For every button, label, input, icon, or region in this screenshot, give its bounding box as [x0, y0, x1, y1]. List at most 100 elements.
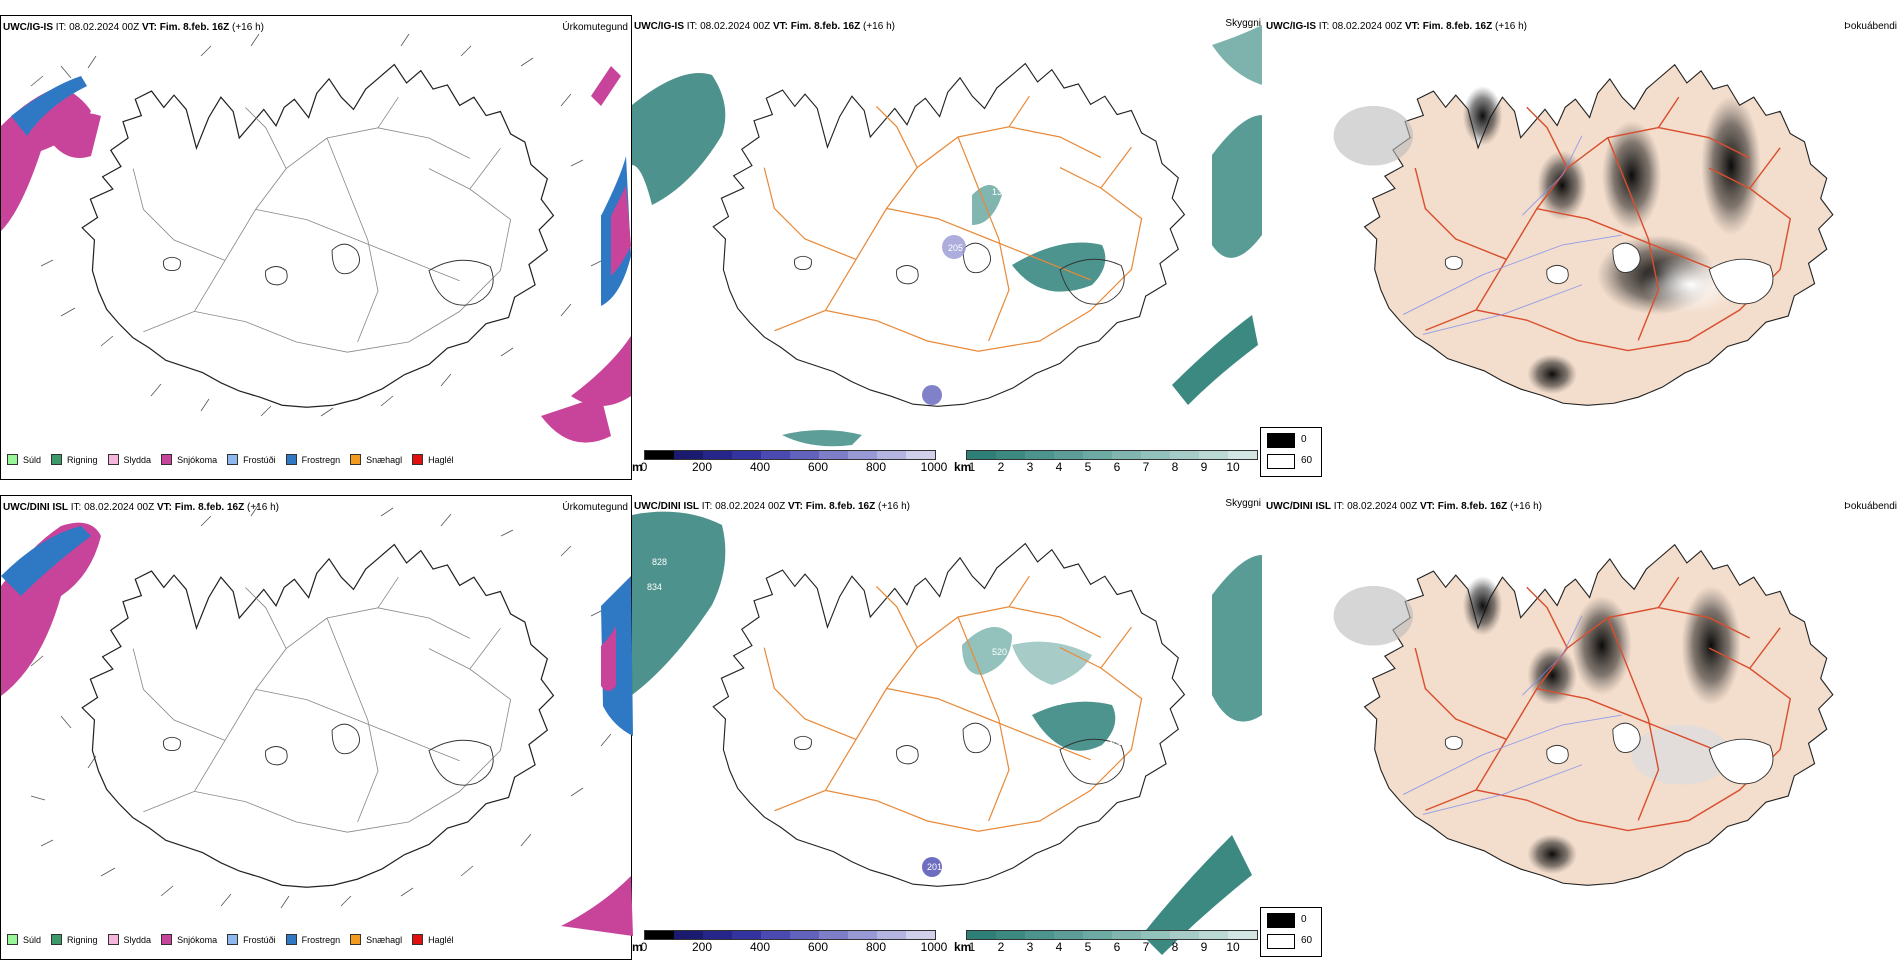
panel-parameter-title: Þokuábendi [1844, 501, 1897, 512]
colorbar-segment [1083, 931, 1112, 939]
colorbar-segment [1054, 451, 1083, 459]
colorbar-tick-label: 8 [1171, 460, 1179, 474]
precip-legend-swatch [350, 454, 362, 465]
ceiling-label: 828 [652, 557, 667, 567]
colorbar-segment [877, 931, 906, 939]
visibility-panel-bottom: 828 834 200 520 201 360 302 201 UWC/DINI… [632, 495, 1322, 960]
colorbar-tick-label: 6 [1113, 940, 1121, 954]
colorbar-tick-label: 200 [691, 460, 713, 474]
colorbar-segment [1228, 931, 1257, 939]
precip-legend-label: Súld [23, 934, 42, 945]
colorbar-segment [1199, 451, 1228, 459]
colorbar-tick-label: 7 [1142, 940, 1150, 954]
precip-legend-swatch [227, 454, 239, 465]
panel-parameter-title: Úrkomutegund [562, 22, 628, 33]
panel-parameter-title: Þokuábendi [1844, 21, 1897, 32]
colorbar-segment [906, 451, 935, 459]
colorbar-tick-label: 7 [1142, 460, 1150, 474]
colorbar-tick-label: 3 [1026, 460, 1034, 474]
precip-legend-label: Rigning [67, 454, 98, 465]
precip-legend-label: Snjókoma [177, 454, 218, 465]
cloud-ceiling-colorbar: m 0 200 400 600 800 1000 [632, 450, 947, 474]
precip-legend-swatch [51, 454, 63, 465]
precip-legend-item: Súld [7, 934, 41, 945]
precip-legend-item: Frostúði [227, 454, 276, 465]
fog-legend-swatch-0 [1267, 433, 1295, 448]
precip-map-top [1, 33, 631, 443]
panel-header: UWC/IG-IS IT: 08.02.2024 00Z VT: Fim. 8.… [634, 21, 895, 32]
colorbar-tick-label: 1 [968, 460, 976, 474]
fog-panel-bottom: UWC/DINI ISL IT: 08.02.2024 00Z VT: Fim.… [1264, 495, 1900, 960]
precip-legend-label: Frostregn [301, 934, 341, 945]
precip-legend-label: Súld [23, 454, 42, 465]
precip-legend-label: Snæhagl [366, 934, 403, 945]
colorbar-segment [1025, 451, 1054, 459]
colorbar-tick-label: 9 [1200, 460, 1208, 474]
colorbar-strip [966, 930, 1258, 940]
fog-panel-top: UWC/IG-IS IT: 08.02.2024 00Z VT: Fim. 8.… [1264, 15, 1900, 480]
precip-legend-label: Frostregn [301, 454, 341, 465]
precip-legend-swatch [412, 934, 424, 945]
precip-type-legend: Súld Rigning Slydda Snjókoma Frostúði Frostre… [7, 454, 454, 465]
ceiling-label: 205 [948, 243, 963, 253]
colorbar-tick-label: 600 [807, 940, 829, 954]
ceiling-label: 130 [992, 187, 1007, 197]
precip-legend-label: Slydda [123, 934, 152, 945]
visibility-panel-top: 430 130 205 UWC/IG-IS IT: 08.02.2024 00Z… [632, 15, 1322, 480]
precip-legend-item: Rigning [51, 934, 98, 945]
panel-header: UWC/IG-IS IT: 08.02.2024 00Z VT: Fim. 8.… [1266, 21, 1527, 32]
colorbar-segment [645, 451, 674, 459]
colorbar-segment [877, 451, 906, 459]
precip-legend-item: Rigning [51, 454, 98, 465]
precip-legend-item: Slydda [107, 934, 152, 945]
colorbar-segment [790, 931, 819, 939]
colorbar-tick-label: 9 [1200, 940, 1208, 954]
panel-header: UWC/IG-IS IT: 08.02.2024 00Z VT: Fim. 8.… [3, 22, 264, 33]
colorbar-tick-label: 800 [865, 460, 887, 474]
precip-legend-item: Haglél [412, 454, 454, 465]
colorbar-segment [1083, 451, 1112, 459]
precip-legend-label: Frostúði [243, 454, 276, 465]
colorbar-tick-label: 3 [1026, 940, 1034, 954]
precip-legend-item: Snæhagl [350, 454, 402, 465]
ceiling-label: 201 [950, 714, 965, 724]
visibility-map-bottom: 828 834 200 520 201 360 302 201 [632, 511, 1262, 955]
colorbar-tick-label: 1 [968, 940, 976, 954]
colorbar-strip [644, 450, 936, 460]
precip-legend-item: Snjókoma [161, 934, 217, 945]
ceiling-label: 430 [702, 162, 717, 172]
colorbar-segment [967, 451, 996, 459]
precip-legend-swatch [7, 454, 18, 465]
colorbar-tick-label: 4 [1055, 460, 1063, 474]
colorbar-unit: km [954, 460, 972, 474]
colorbar-segment [790, 451, 819, 459]
ceiling-label: 520 [992, 647, 1007, 657]
cloud-ceiling-colorbar: m 0 200 400 600 800 1000 [632, 930, 947, 954]
precip-legend-swatch [227, 934, 239, 945]
colorbar-segment [848, 931, 877, 939]
precip-legend-swatch [285, 454, 297, 465]
fog-legend-label-1: 60 [1301, 455, 1313, 466]
colorbar-segment [967, 931, 996, 939]
precip-legend-item: Frostregn [285, 454, 341, 465]
ceiling-label: 360 [1047, 697, 1062, 707]
precip-legend-item: Slydda [107, 454, 151, 465]
panel-header: UWC/DINI ISL IT: 08.02.2024 00Z VT: Fim.… [634, 501, 910, 512]
colorbar-segment [819, 451, 848, 459]
precip-legend-item: Snæhagl [350, 934, 402, 945]
fog-map-bottom [1333, 544, 1834, 886]
precip-legend-item: Frostúði [227, 934, 276, 945]
colorbar-tick-label: 600 [807, 460, 829, 474]
colorbar-tick-label: 6 [1113, 460, 1121, 474]
colorbar-segment [1025, 931, 1054, 939]
fog-legend-swatch-0 [1267, 913, 1295, 928]
precip-legend-label: Rigning [67, 934, 98, 945]
precip-legend-swatch [107, 454, 119, 465]
colorbar-segment [1170, 451, 1199, 459]
colorbar-tick-label: 400 [749, 940, 771, 954]
colorbar-segment [1199, 931, 1228, 939]
precip-legend-swatch [51, 934, 63, 945]
precip-legend-label: Snæhagl [366, 454, 403, 465]
fog-legend-label-1: 60 [1301, 935, 1313, 946]
fog-legend-swatch-1 [1267, 934, 1295, 949]
